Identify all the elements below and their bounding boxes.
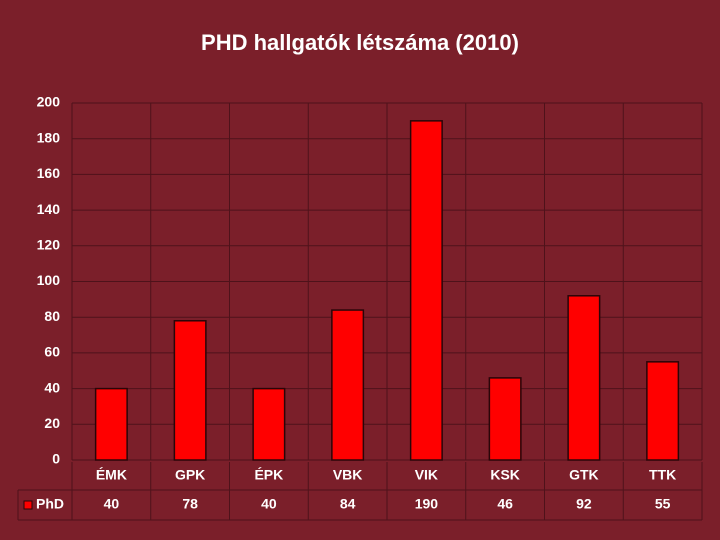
table-value: 92 xyxy=(576,496,592,512)
x-tick-label: ÉMK xyxy=(96,467,127,483)
bar xyxy=(252,387,286,461)
x-tick-label: GTK xyxy=(569,467,599,483)
y-tick-label: 20 xyxy=(44,415,60,431)
table-value: 84 xyxy=(340,496,356,512)
y-tick-label: 80 xyxy=(44,308,60,324)
bar xyxy=(409,120,443,461)
table-value: 55 xyxy=(655,496,671,512)
legend-swatch xyxy=(23,500,33,510)
x-tick-label: VIK xyxy=(415,467,438,483)
table-value: 40 xyxy=(261,496,277,512)
bar xyxy=(646,361,680,461)
bar xyxy=(567,295,601,461)
x-tick-label: VBK xyxy=(333,467,363,483)
table-value: 78 xyxy=(182,496,198,512)
table-value: 46 xyxy=(497,496,513,512)
y-tick-label: 180 xyxy=(37,129,61,145)
y-tick-label: 40 xyxy=(44,379,60,395)
y-tick-label: 160 xyxy=(37,165,61,181)
y-tick-label: 60 xyxy=(44,344,60,360)
bar xyxy=(331,309,365,461)
y-tick-label: 120 xyxy=(37,237,61,253)
x-tick-label: KSK xyxy=(490,467,520,483)
y-tick-label: 140 xyxy=(37,201,61,217)
table-value: 190 xyxy=(415,496,439,512)
bar xyxy=(94,387,128,461)
x-tick-label: GPK xyxy=(175,467,205,483)
y-tick-label: 0 xyxy=(52,451,60,467)
y-tick-label: 200 xyxy=(37,94,61,110)
x-tick-label: TTK xyxy=(649,467,676,483)
table-value: 40 xyxy=(104,496,120,512)
x-tick-label: ÉPK xyxy=(254,467,283,483)
legend-label: PhD xyxy=(36,496,64,512)
y-tick-label: 100 xyxy=(37,272,61,288)
bar xyxy=(488,377,522,461)
bar xyxy=(173,320,207,461)
chart-title: PHD hallgatók létszáma (2010) xyxy=(201,30,519,55)
